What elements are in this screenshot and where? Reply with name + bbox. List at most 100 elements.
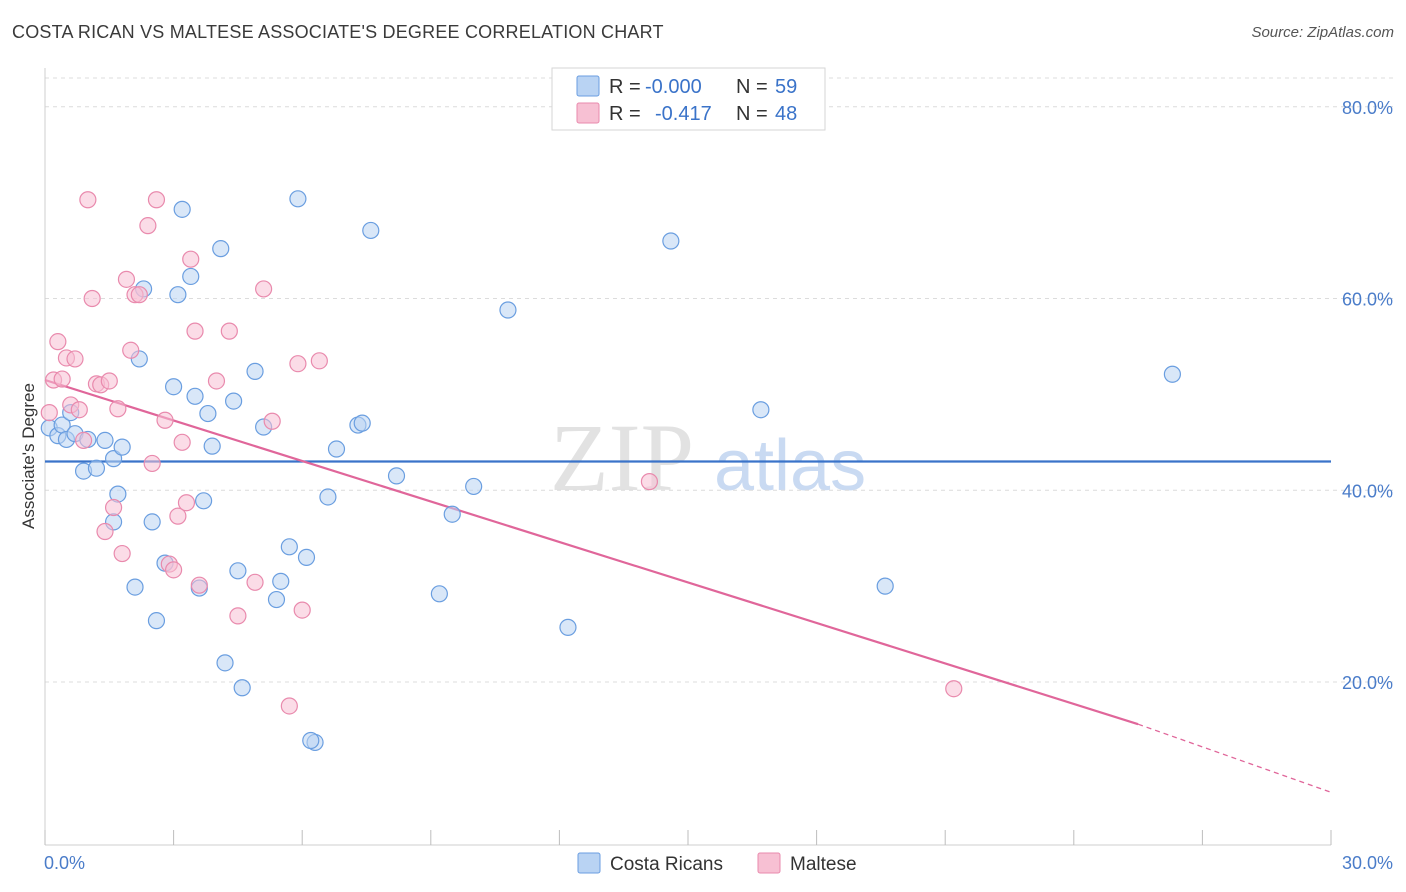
maltese-point — [263, 412, 281, 430]
costa-ricans-point — [876, 577, 894, 595]
maltese-point — [53, 370, 71, 388]
maltese-point — [280, 697, 298, 715]
bottom-legend-costa-ricans: Costa Ricans — [610, 854, 723, 875]
maltese-point — [139, 217, 157, 235]
maltese-point — [207, 372, 226, 390]
costa-ricans-point — [126, 578, 144, 596]
maltese-trend-line — [44, 378, 1139, 726]
watermark-atlas: atlas — [714, 426, 866, 506]
costa-ricans-point — [212, 240, 230, 258]
maltese-point — [100, 372, 118, 390]
maltese-point — [117, 270, 136, 288]
costa-ricans-point — [302, 731, 320, 750]
series-legend: Costa Ricans Maltese — [577, 852, 857, 875]
maltese-point — [147, 191, 166, 209]
costa-ricans-point — [229, 562, 247, 580]
correlation-legend: R = -0.000 N = 59 R = -0.417 N = 48 — [551, 67, 826, 131]
costa-ricans-point — [186, 387, 204, 405]
costa-ricans-point — [272, 572, 290, 590]
maltese-point — [143, 454, 161, 473]
maltese-point — [74, 431, 93, 450]
maltese-point — [96, 522, 114, 541]
costa-ricans-point — [499, 301, 517, 319]
maltese-point — [66, 350, 84, 368]
bottom-legend-swatch-maltese — [757, 852, 781, 874]
legend-n-label: N = — [736, 103, 768, 125]
costa-ricans-point — [430, 585, 448, 603]
maltese-point — [122, 341, 140, 359]
y-axis-label: Associate's Degree — [19, 383, 38, 529]
bottom-legend-maltese: Maltese — [790, 854, 857, 875]
chart-title: COSTA RICAN VS MALTESE ASSOCIATE'S DEGRE… — [12, 22, 664, 42]
maltese-point — [190, 576, 208, 594]
y-tick-label: 80.0% — [1342, 98, 1393, 118]
legend-n-value: 59 — [775, 76, 797, 98]
y-tick-label: 40.0% — [1342, 481, 1393, 501]
maltese-point — [109, 400, 127, 418]
costa-ricans-point — [225, 392, 243, 410]
costa-ricans-point — [246, 362, 264, 380]
maltese-point — [640, 473, 659, 491]
costa-ricans-point — [387, 467, 406, 485]
y-tick-label: 20.0% — [1342, 673, 1393, 693]
maltese-point — [113, 544, 131, 563]
maltese-point — [182, 250, 200, 268]
legend-r-value: -0.000 — [645, 76, 702, 98]
maltese-point — [79, 191, 97, 209]
costa-ricans-point — [182, 267, 200, 286]
y-tick-label: 60.0% — [1342, 290, 1393, 310]
costa-ricans-point — [443, 505, 461, 523]
maltese-trend-extension — [1137, 723, 1332, 793]
maltese-point — [49, 333, 67, 351]
costa-ricans-point — [362, 221, 380, 240]
legend-n-label: N = — [736, 76, 768, 98]
legend-swatch-maltese — [576, 102, 600, 124]
maltese-point — [130, 286, 148, 304]
maltese-point — [310, 352, 328, 370]
costa-ricans-point — [662, 232, 680, 250]
maltese-point — [83, 289, 101, 308]
x-tick-label: 0.0% — [44, 853, 85, 873]
maltese-point — [186, 322, 204, 340]
costa-ricans-point — [319, 488, 337, 506]
costa-ricans-point — [195, 492, 213, 510]
maltese-point — [104, 498, 123, 517]
costa-ricans-point — [165, 378, 183, 396]
legend-n-value: 48 — [775, 103, 797, 125]
maltese-point — [156, 411, 174, 429]
costa-ricans-point — [203, 437, 221, 455]
costa-ricans-point — [147, 612, 166, 630]
costa-ricans-point — [87, 459, 106, 477]
legend-r-value: -0.417 — [655, 103, 712, 125]
legend-r-label: R = — [609, 76, 641, 98]
costa-ricans-point — [353, 414, 371, 432]
legend-swatch-costa-ricans — [576, 75, 600, 97]
costa-ricans-point — [199, 404, 217, 423]
bottom-legend-swatch-costa-ricans — [577, 852, 601, 874]
costa-ricans-point — [327, 440, 346, 458]
costa-ricans-point — [559, 618, 577, 636]
costa-ricans-point — [297, 548, 316, 566]
maltese-point — [40, 404, 58, 422]
maltese-point — [173, 433, 191, 451]
costa-ricans-point — [465, 477, 483, 496]
watermark-zip: ZIP — [550, 404, 694, 511]
maltese-point — [165, 561, 183, 579]
maltese-point — [70, 401, 88, 419]
costa-ricans-point — [267, 590, 286, 609]
maltese-point — [255, 280, 273, 298]
costa-ricans-point — [143, 513, 161, 531]
costa-ricans-point — [216, 654, 234, 672]
costa-ricans-point — [169, 286, 187, 304]
costa-ricans-point — [96, 431, 114, 450]
maltese-point — [169, 507, 187, 525]
costa-ricans-point — [280, 538, 298, 556]
maltese-point — [293, 601, 311, 619]
costa-ricans-point — [233, 679, 251, 697]
costa-ricans-point — [173, 200, 191, 218]
x-tick-label: 30.0% — [1342, 853, 1393, 873]
maltese-point — [945, 680, 963, 698]
costa-ricans-point — [752, 401, 770, 419]
costa-ricans-point — [289, 190, 307, 208]
